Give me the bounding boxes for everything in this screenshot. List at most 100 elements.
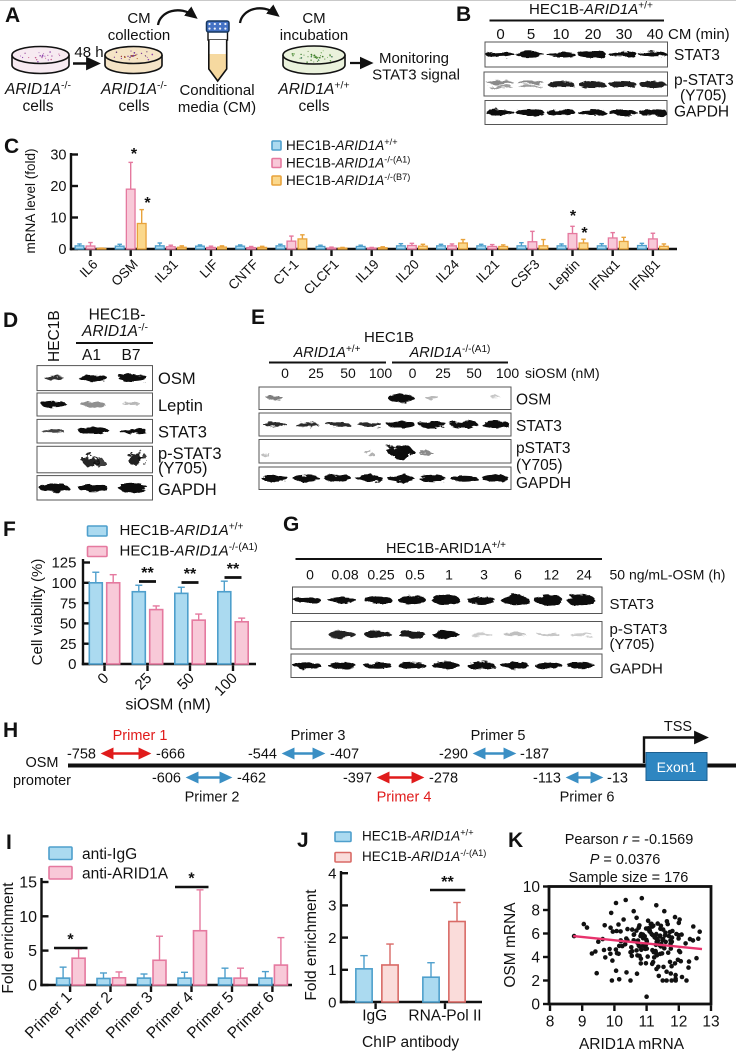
svg-text:OSM: OSM: [25, 755, 58, 771]
svg-text:0: 0: [531, 997, 540, 1014]
svg-text:30: 30: [616, 26, 633, 43]
svg-text:GAPDH: GAPDH: [674, 104, 729, 121]
svg-text:20: 20: [50, 179, 66, 195]
svg-text:Fold enrichment: Fold enrichment: [303, 889, 320, 1001]
svg-text:HEC1B-ARID1A+/+: HEC1B-ARID1A+/+: [386, 540, 506, 557]
svg-text:2: 2: [531, 973, 540, 990]
svg-text:5: 5: [527, 26, 535, 43]
svg-text:5: 5: [28, 943, 37, 960]
svg-text:**: **: [227, 561, 240, 578]
svg-text:pSTAT3: pSTAT3: [516, 440, 571, 457]
svg-text:K: K: [508, 829, 523, 852]
svg-text:50: 50: [60, 616, 77, 633]
svg-text:OSM: OSM: [158, 370, 196, 388]
svg-text:cells: cells: [22, 98, 53, 115]
svg-text:IgG: IgG: [362, 1008, 387, 1025]
svg-text:8: 8: [531, 903, 540, 920]
svg-text:12: 12: [544, 567, 560, 583]
svg-text:ChIP antibody: ChIP antibody: [362, 1034, 459, 1051]
svg-text:HEC1B-: HEC1B-: [89, 307, 146, 324]
svg-text:8: 8: [546, 1014, 555, 1031]
svg-text:Primer 2: Primer 2: [185, 790, 240, 806]
svg-text:Exon1: Exon1: [657, 759, 697, 775]
svg-text:HEC1B-ARID1A+/+: HEC1B-ARID1A+/+: [529, 1, 653, 18]
svg-text:(Y705): (Y705): [516, 457, 563, 474]
svg-text:HEC1B: HEC1B: [364, 329, 414, 346]
svg-text:11: 11: [639, 1014, 655, 1031]
svg-text:**: **: [141, 565, 154, 582]
svg-text:0: 0: [496, 26, 504, 43]
svg-text:10: 10: [523, 879, 541, 896]
svg-text:1: 1: [445, 567, 453, 583]
svg-text:15: 15: [19, 875, 37, 892]
svg-text:Primer 6: Primer 6: [560, 790, 615, 806]
svg-text:incubation: incubation: [280, 27, 348, 44]
svg-text:3: 3: [328, 898, 336, 915]
svg-text:*: *: [131, 146, 138, 163]
svg-text:CM: CM: [302, 10, 325, 27]
svg-text:HEC1B: HEC1B: [46, 310, 63, 362]
svg-text:HEC1B-ARID1A+/+: HEC1B-ARID1A+/+: [286, 137, 398, 153]
svg-text:-290: -290: [439, 747, 468, 763]
svg-text:-407: -407: [330, 747, 359, 763]
svg-text:cells: cells: [298, 98, 329, 115]
svg-text:100: 100: [369, 365, 393, 381]
svg-text:6: 6: [531, 926, 540, 943]
svg-text:(Y705): (Y705): [158, 460, 208, 478]
svg-text:promoter: promoter: [13, 773, 71, 789]
svg-text:20: 20: [585, 26, 602, 43]
svg-text:0.08: 0.08: [331, 567, 358, 583]
svg-text:GAPDH: GAPDH: [158, 481, 217, 499]
svg-text:100: 100: [496, 365, 520, 381]
svg-text:collection: collection: [108, 27, 171, 44]
svg-text:*: *: [570, 208, 577, 225]
svg-text:30: 30: [50, 148, 66, 164]
svg-text:(Y705): (Y705): [610, 636, 655, 653]
svg-text:0.25: 0.25: [367, 567, 394, 583]
svg-text:**: **: [184, 566, 197, 583]
svg-text:anti-IgG: anti-IgG: [82, 846, 137, 863]
svg-text:OSM mRNA: OSM mRNA: [502, 902, 519, 988]
svg-text:50 ng/mL-OSM (h): 50 ng/mL-OSM (h): [610, 567, 726, 583]
svg-text:STAT3: STAT3: [674, 47, 720, 64]
svg-text:STAT3: STAT3: [610, 596, 654, 613]
svg-text:24: 24: [576, 567, 592, 583]
svg-text:Cell viability (%): Cell viability (%): [29, 559, 46, 666]
svg-text:0.5: 0.5: [405, 567, 425, 583]
svg-text:J: J: [297, 829, 309, 852]
svg-text:siOSM (nM): siOSM (nM): [525, 365, 600, 381]
svg-text:STAT3: STAT3: [516, 418, 562, 435]
svg-text:p-STAT3: p-STAT3: [674, 72, 734, 89]
svg-text:-544: -544: [248, 747, 277, 763]
svg-text:CM: CM: [127, 10, 150, 27]
svg-text:B7: B7: [122, 347, 141, 364]
svg-text:10: 10: [50, 211, 66, 227]
svg-text:-606: -606: [152, 771, 181, 787]
svg-text:0: 0: [58, 242, 66, 258]
svg-text:cells: cells: [118, 98, 149, 115]
svg-text:Primer 1: Primer 1: [113, 728, 168, 744]
svg-text:A1: A1: [82, 347, 101, 364]
svg-text:10: 10: [606, 1014, 624, 1031]
svg-text:Sample size = 176: Sample size = 176: [569, 870, 689, 886]
svg-text:-278: -278: [429, 771, 458, 787]
svg-text:I: I: [6, 831, 12, 854]
svg-text:4: 4: [531, 950, 540, 967]
svg-text:ARID1A mRNA: ARID1A mRNA: [579, 1036, 685, 1053]
svg-text:Leptin: Leptin: [158, 397, 203, 415]
svg-text:0: 0: [281, 365, 289, 381]
svg-text:25: 25: [435, 365, 451, 381]
svg-text:-13: -13: [607, 771, 628, 787]
svg-text:HEC1B-ARID1A+/+: HEC1B-ARID1A+/+: [120, 522, 244, 539]
svg-text:Pearson r = -0.1569: Pearson r = -0.1569: [565, 832, 694, 848]
svg-text:1: 1: [328, 962, 336, 979]
svg-text:D: D: [3, 309, 18, 332]
svg-text:40: 40: [647, 26, 664, 43]
svg-text:Primer 4: Primer 4: [377, 790, 432, 806]
svg-text:HEC1B-ARID1A+/+: HEC1B-ARID1A+/+: [362, 828, 474, 844]
svg-text:*: *: [144, 195, 151, 212]
svg-text:STAT3: STAT3: [158, 424, 207, 442]
svg-text:13: 13: [702, 1014, 719, 1031]
svg-text:Conditional: Conditional: [179, 82, 254, 99]
svg-text:Primer 3: Primer 3: [291, 728, 346, 744]
